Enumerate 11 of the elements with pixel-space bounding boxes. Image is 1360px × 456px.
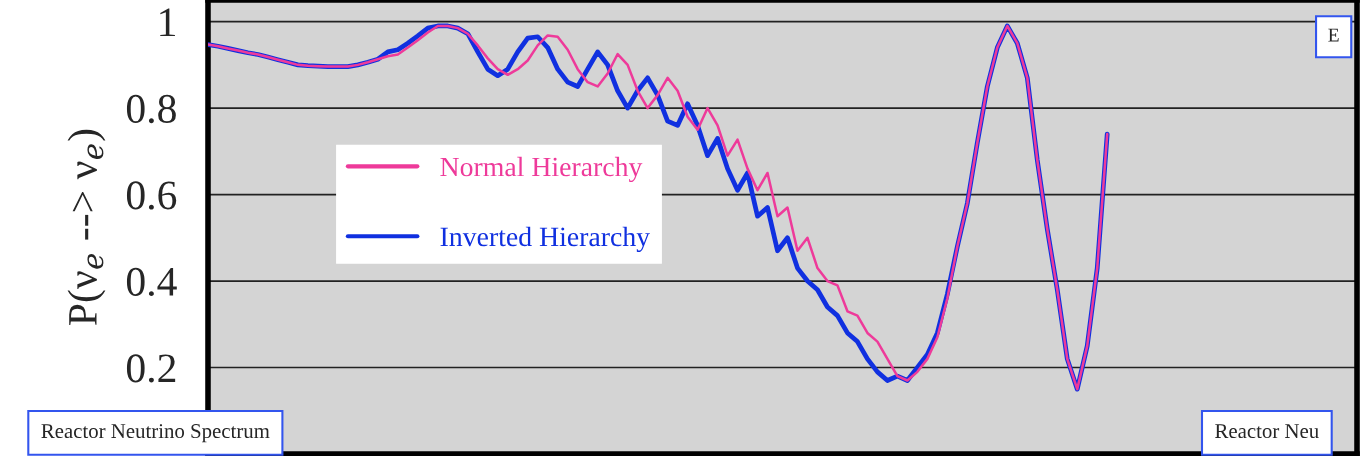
legend-label: Inverted Hierarchy [440, 226, 650, 252]
legend-label: Normal Hierarchy [440, 156, 643, 183]
y-tick-label: 0.6 [126, 181, 177, 210]
annotation: E [1328, 28, 1339, 42]
y-tick-label: 0.2 [126, 354, 176, 383]
y-tick-label: 1 [160, 8, 175, 37]
annotation: Reactor Neutrino Spectrum [41, 424, 270, 443]
y-axis-title: P(ν$_{e}$ --> ν$_{e}$) [67, 129, 106, 325]
y-tick-label: 0.4 [126, 267, 177, 297]
annotation: Reactor Neu [1215, 424, 1319, 439]
y-tick-label: 0.8 [126, 94, 176, 124]
